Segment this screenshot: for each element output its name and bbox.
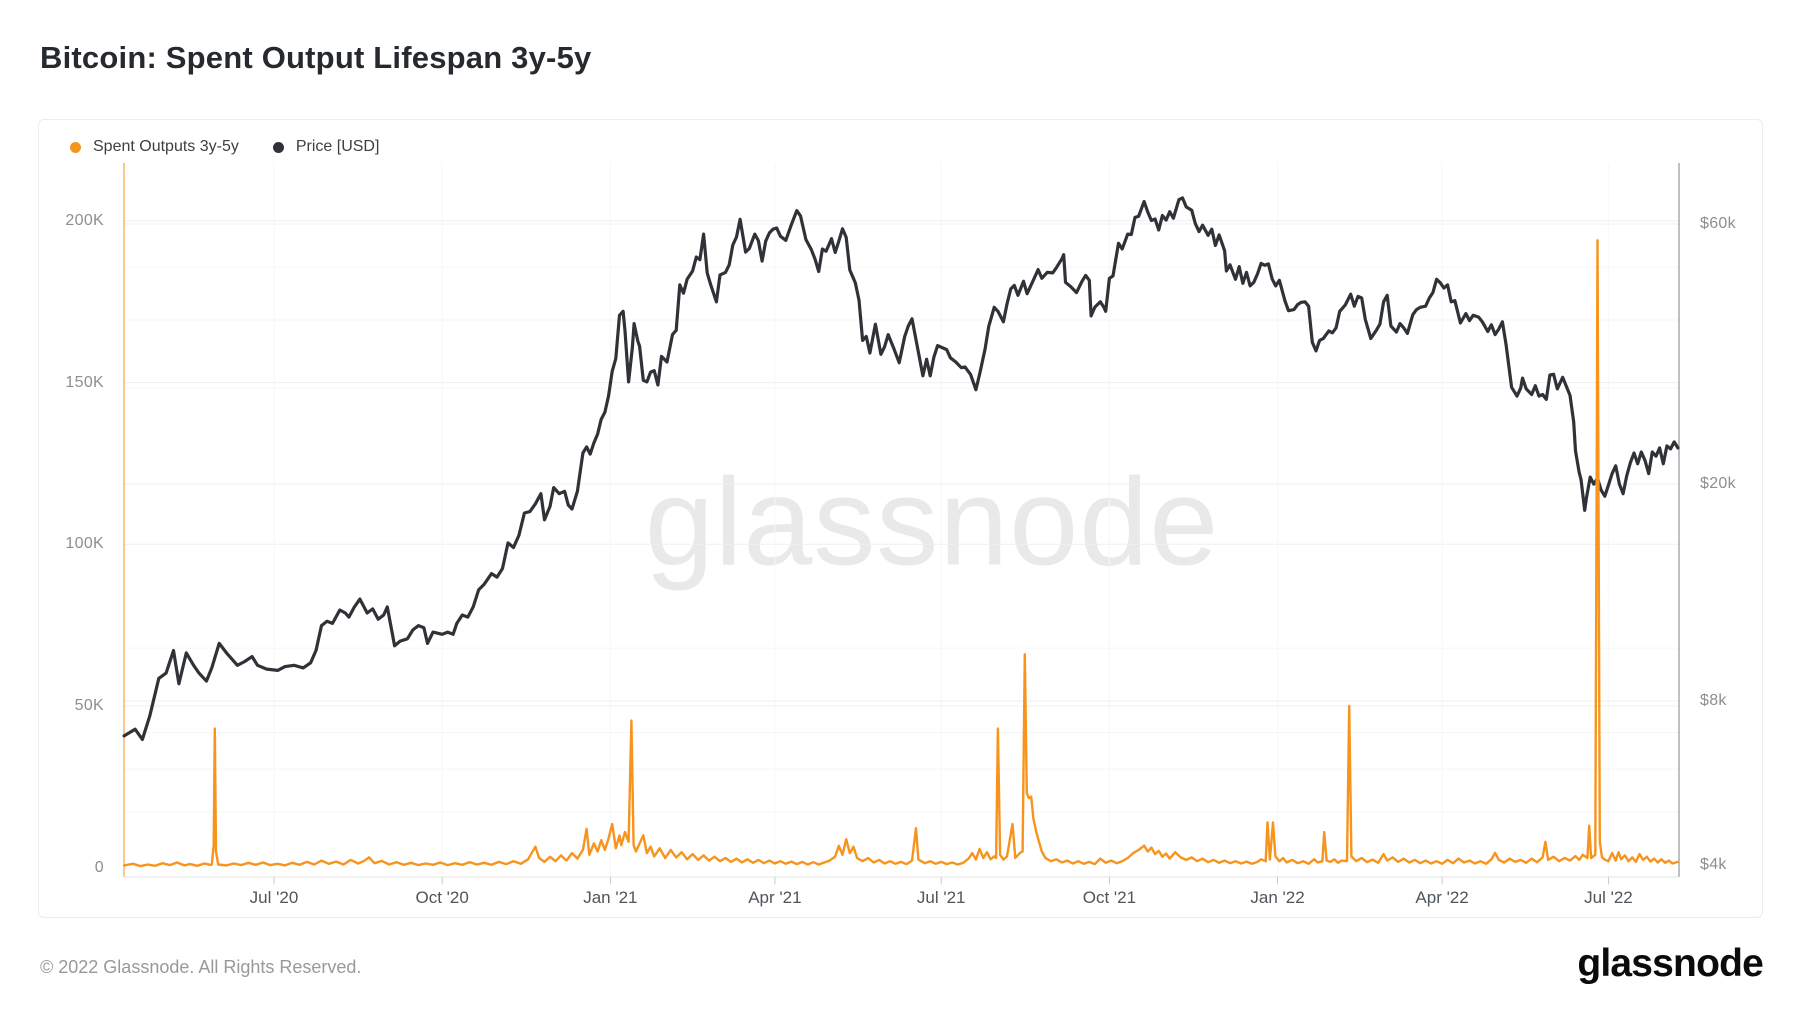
legend-item-price[interactable]: Price [USD] — [272, 138, 380, 156]
y-left-tick-label: 0 — [94, 858, 104, 876]
legend-label-price: Price [USD] — [295, 138, 380, 155]
price-series-line — [122, 196, 1680, 741]
y-left-tick-label: 150K — [65, 373, 104, 391]
y-right-tick-label: $20k — [1700, 475, 1736, 493]
y-left-tick-label: 200K — [65, 211, 104, 229]
y-axis-left-labels: 0 50K 100K 150K 200K — [40, 0, 104, 1013]
page-title: Bitcoin: Spent Output Lifespan 3y-5y — [40, 40, 592, 75]
y-right-tick-label: $4k — [1700, 856, 1727, 873]
x-tick-label: Jan '22 — [1250, 888, 1305, 907]
x-tick-label: Jul '20 — [249, 888, 299, 907]
x-tick-label: Apr '22 — [1415, 888, 1469, 907]
x-tick-label: Oct '20 — [415, 888, 469, 907]
y-left-tick-label: 100K — [65, 535, 104, 553]
legend-item-spent-outputs[interactable]: Spent Outputs 3y-5y — [70, 138, 239, 156]
legend-swatch-dark-icon — [272, 141, 284, 153]
glassnode-logo[interactable]: glassnode — [1577, 942, 1763, 985]
y-axis-right-labels: $4k $8k $20k $60k — [1700, 0, 1790, 1013]
x-tick-label: Jan '21 — [583, 888, 638, 907]
chart-card — [38, 119, 1763, 918]
y-right-tick-label: $60k — [1700, 215, 1736, 233]
x-tick-label: Oct '21 — [1082, 888, 1137, 907]
legend-label-spent-outputs: Spent Outputs 3y-5y — [93, 138, 239, 155]
chart-legend: Spent Outputs 3y-5y Price [USD] — [70, 138, 379, 156]
x-tick-label: Jul '22 — [1584, 888, 1633, 907]
legend-swatch-orange-icon — [70, 141, 81, 153]
y-right-tick-label: $8k — [1700, 691, 1727, 709]
copyright-text: © 2022 Glassnode. All Rights Reserved. — [40, 957, 362, 977]
x-tick-label: Jul '21 — [916, 888, 966, 907]
x-tick-label: Apr '21 — [748, 888, 802, 907]
watermark: glassnode — [644, 453, 1220, 592]
spent-outputs-series-line — [122, 239, 1680, 868]
y-left-tick-label: 50K — [74, 697, 104, 714]
